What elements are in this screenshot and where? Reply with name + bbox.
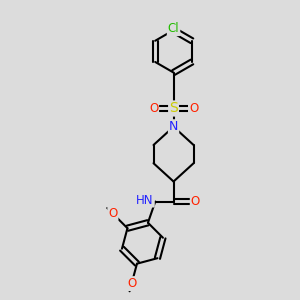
Text: O: O xyxy=(108,207,118,220)
Text: O: O xyxy=(149,102,158,115)
Text: O: O xyxy=(189,102,198,115)
Text: S: S xyxy=(169,101,178,116)
Text: Cl: Cl xyxy=(168,22,179,35)
Text: HN: HN xyxy=(136,194,154,207)
Text: O: O xyxy=(127,277,136,290)
Text: O: O xyxy=(191,195,200,208)
Text: N: N xyxy=(169,120,178,133)
